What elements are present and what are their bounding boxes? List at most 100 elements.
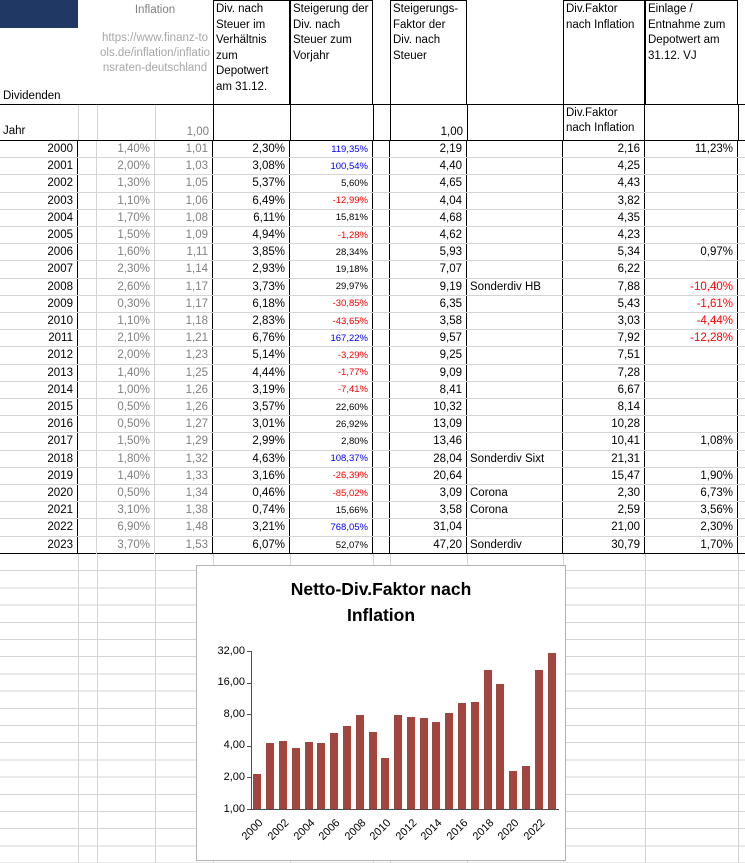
cell-einlage[interactable]: [645, 261, 738, 278]
faktor-base-cell[interactable]: 1,00: [440, 126, 463, 138]
cell-sfaktor[interactable]: 47,20: [390, 536, 467, 554]
cell-note[interactable]: [467, 295, 563, 312]
cell-inflation[interactable]: 2,00%: [97, 158, 155, 175]
cell-gap2[interactable]: [373, 313, 390, 330]
cell-einlage[interactable]: [645, 399, 738, 416]
cell-inflation[interactable]: 1,10%: [97, 313, 155, 330]
cell-inflation[interactable]: 0,50%: [97, 416, 155, 433]
cell-note[interactable]: [467, 330, 563, 347]
cell-steig[interactable]: 19,18%: [290, 261, 373, 278]
cell-inflation[interactable]: 1,00%: [97, 381, 155, 398]
cell-dfni[interactable]: 4,35: [563, 209, 645, 226]
cell-gap1[interactable]: [78, 192, 97, 209]
cell-gap2[interactable]: [373, 519, 390, 536]
cell-gap2[interactable]: [373, 244, 390, 261]
cell-einlage[interactable]: [645, 381, 738, 398]
cell-dfni[interactable]: 3,82: [563, 192, 645, 209]
cell-div[interactable]: 4,63%: [213, 450, 290, 467]
cell-factor[interactable]: 1,11: [155, 244, 213, 261]
cell-inflation[interactable]: 1,60%: [97, 244, 155, 261]
cell-year[interactable]: 2001: [0, 158, 78, 175]
cell-steig[interactable]: 2,80%: [290, 433, 373, 450]
cell-einlage[interactable]: [645, 450, 738, 467]
cell-gap1[interactable]: [78, 295, 97, 312]
cell-dfni[interactable]: 21,31: [563, 450, 645, 467]
cell-einlage[interactable]: 3,56%: [645, 502, 738, 519]
cell-gap1[interactable]: [78, 416, 97, 433]
cell-factor[interactable]: 1,27: [155, 416, 213, 433]
cell-dfni[interactable]: 10,28: [563, 416, 645, 433]
cell-steig[interactable]: 108,37%: [290, 450, 373, 467]
cell-note[interactable]: [467, 381, 563, 398]
cell-einlage[interactable]: 6,73%: [645, 485, 738, 502]
cell-inflation[interactable]: 1,80%: [97, 450, 155, 467]
cell-factor[interactable]: 1,14: [155, 261, 213, 278]
cell-dfni[interactable]: 4,23: [563, 227, 645, 244]
cell-year[interactable]: 2008: [0, 278, 78, 295]
cell-gap1[interactable]: [78, 519, 97, 536]
cell-sfaktor[interactable]: 28,04: [390, 450, 467, 467]
chart[interactable]: Netto-Div.Faktor nach Inflation 32,00 16,…: [196, 565, 566, 861]
cell-div[interactable]: 3,19%: [213, 381, 290, 398]
cell-einlage[interactable]: 1,08%: [645, 433, 738, 450]
cell-gap2[interactable]: [373, 278, 390, 295]
cell-sfaktor[interactable]: 3,58: [390, 313, 467, 330]
cell-gap2[interactable]: [373, 141, 390, 158]
cell-gap2[interactable]: [373, 192, 390, 209]
cell-dfni[interactable]: 5,43: [563, 295, 645, 312]
cell-steig[interactable]: 29,97%: [290, 278, 373, 295]
cell-dfni[interactable]: 2,59: [563, 502, 645, 519]
cell-steig[interactable]: -1,28%: [290, 227, 373, 244]
cell-sfaktor[interactable]: 20,64: [390, 467, 467, 484]
cell-gap1[interactable]: [78, 313, 97, 330]
cell-einlage[interactable]: 1,90%: [645, 467, 738, 484]
cell-inflation[interactable]: 3,10%: [97, 502, 155, 519]
cell-factor[interactable]: 1,18: [155, 313, 213, 330]
cell-dfni[interactable]: 7,88: [563, 278, 645, 295]
cell-steig[interactable]: 5,60%: [290, 175, 373, 192]
cell-einlage[interactable]: -4,44%: [645, 313, 738, 330]
cell-gap2[interactable]: [373, 158, 390, 175]
cell-year[interactable]: 2022: [0, 519, 78, 536]
cell-sfaktor[interactable]: 2,19: [390, 141, 467, 158]
cell-gap2[interactable]: [373, 175, 390, 192]
cell-factor[interactable]: 1,17: [155, 295, 213, 312]
cell-einlage[interactable]: [645, 364, 738, 381]
cell-inflation[interactable]: 0,50%: [97, 399, 155, 416]
cell-einlage[interactable]: -12,28%: [645, 330, 738, 347]
cell-gap2[interactable]: [373, 399, 390, 416]
cell-div[interactable]: 6,11%: [213, 209, 290, 226]
cell-year[interactable]: 2013: [0, 364, 78, 381]
cell-steig[interactable]: 52,07%: [290, 536, 373, 554]
cell-div[interactable]: 3,01%: [213, 416, 290, 433]
cell-year[interactable]: 2012: [0, 347, 78, 364]
cell-sfaktor[interactable]: 4,68: [390, 209, 467, 226]
cell-note[interactable]: [467, 261, 563, 278]
cell-gap1[interactable]: [78, 450, 97, 467]
cell-gap1[interactable]: [78, 330, 97, 347]
cell-dfni[interactable]: 5,34: [563, 244, 645, 261]
cell-gap2[interactable]: [373, 364, 390, 381]
cell-gap1[interactable]: [78, 158, 97, 175]
cell-gap1[interactable]: [78, 209, 97, 226]
cell-year[interactable]: 2003: [0, 192, 78, 209]
cell-div[interactable]: 0,74%: [213, 502, 290, 519]
cell-gap1[interactable]: [78, 261, 97, 278]
cell-gap1[interactable]: [78, 433, 97, 450]
cell-dfni[interactable]: 21,00: [563, 519, 645, 536]
cell-sfaktor[interactable]: 9,25: [390, 347, 467, 364]
cell-factor[interactable]: 1,06: [155, 192, 213, 209]
cell-gap2[interactable]: [373, 433, 390, 450]
cell-gap2[interactable]: [373, 502, 390, 519]
cell-sfaktor[interactable]: 9,09: [390, 364, 467, 381]
cell-steig[interactable]: -7,41%: [290, 381, 373, 398]
cell-gap1[interactable]: [78, 536, 97, 554]
cell-inflation[interactable]: 0,50%: [97, 485, 155, 502]
cell-factor[interactable]: 1,38: [155, 502, 213, 519]
cell-steig[interactable]: -3,29%: [290, 347, 373, 364]
cell-gap1[interactable]: [78, 364, 97, 381]
cell-factor[interactable]: 1,26: [155, 399, 213, 416]
cell-gap2[interactable]: [373, 261, 390, 278]
inflation-source-link[interactable]: https://www.finanz-tools.de/inflation/in…: [100, 32, 210, 74]
cell-sfaktor[interactable]: 9,57: [390, 330, 467, 347]
